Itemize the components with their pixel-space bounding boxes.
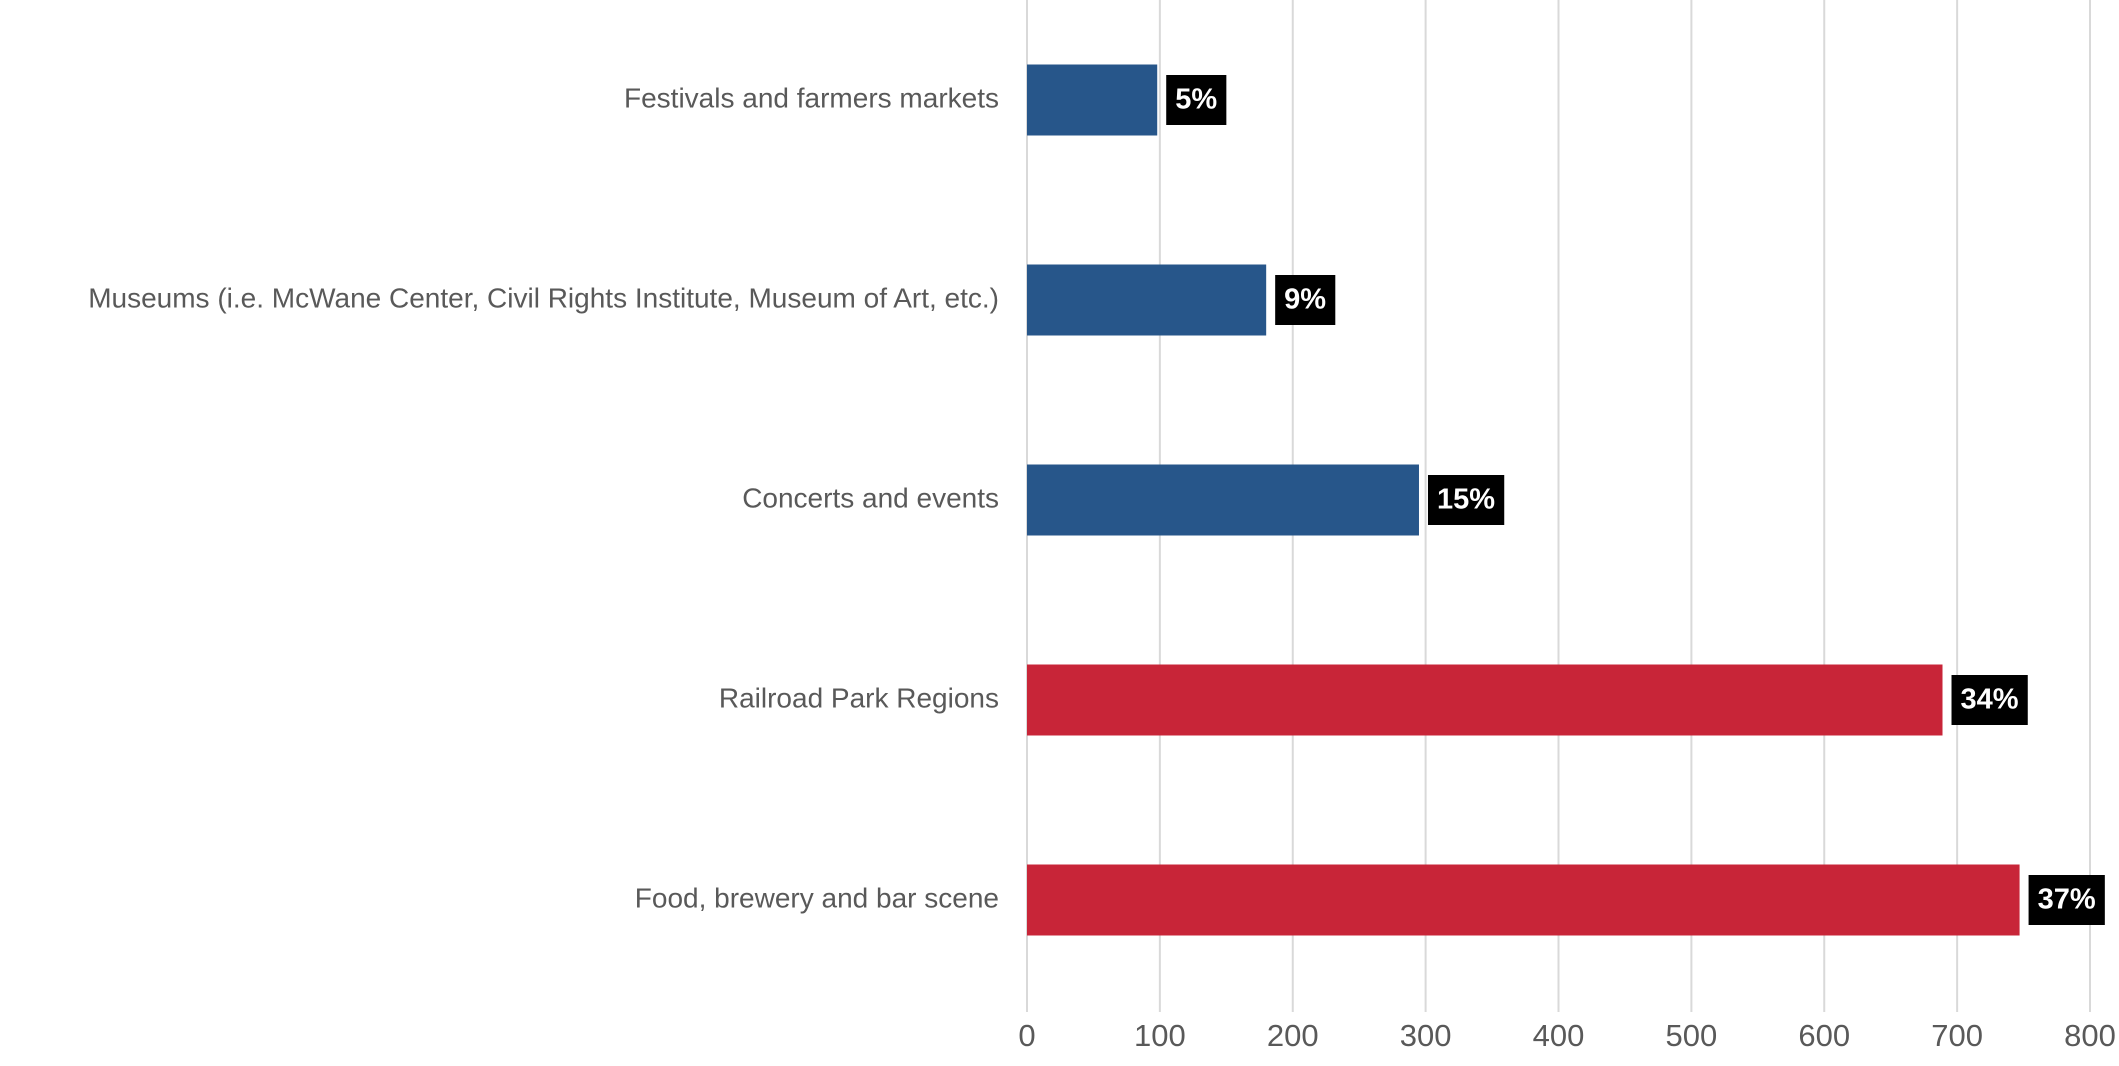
value-label-box: [1275, 275, 1336, 325]
bar: [1027, 464, 1419, 536]
bar: [1027, 264, 1267, 336]
y-tick-label: Food, brewery and bar scene: [635, 882, 999, 913]
value-label: 15%: [1437, 484, 1495, 516]
value-label-box: [1427, 475, 1505, 525]
x-tick-label: 600: [1798, 1018, 1850, 1053]
value-label: 37%: [2038, 884, 2096, 916]
x-tick-label: 300: [1400, 1018, 1452, 1053]
x-tick-label: 500: [1666, 1018, 1718, 1053]
value-label-box: [2028, 875, 2105, 925]
bar: [1027, 864, 2020, 936]
bar: [1027, 664, 1943, 736]
y-tick-label: Railroad Park Regions: [719, 682, 999, 713]
value-label-box: [1951, 675, 2028, 725]
x-tick-label: 800: [2064, 1018, 2116, 1053]
y-tick-label: Concerts and events: [742, 482, 999, 513]
x-tick-label: 100: [1134, 1018, 1186, 1053]
value-label: 34%: [1961, 684, 2019, 716]
x-tick-label: 200: [1267, 1018, 1319, 1053]
x-tick-label: 700: [1931, 1018, 1983, 1053]
x-tick-label: 400: [1533, 1018, 1585, 1053]
y-tick-label: Museums (i.e. McWane Center, Civil Right…: [88, 282, 999, 313]
bar: [1027, 64, 1158, 136]
y-tick-label: Festivals and farmers markets: [624, 82, 999, 113]
value-label: 9%: [1284, 284, 1326, 316]
value-label: 5%: [1175, 84, 1217, 116]
x-tick-label: 0: [1018, 1018, 1035, 1053]
value-label-box: [1166, 75, 1227, 125]
